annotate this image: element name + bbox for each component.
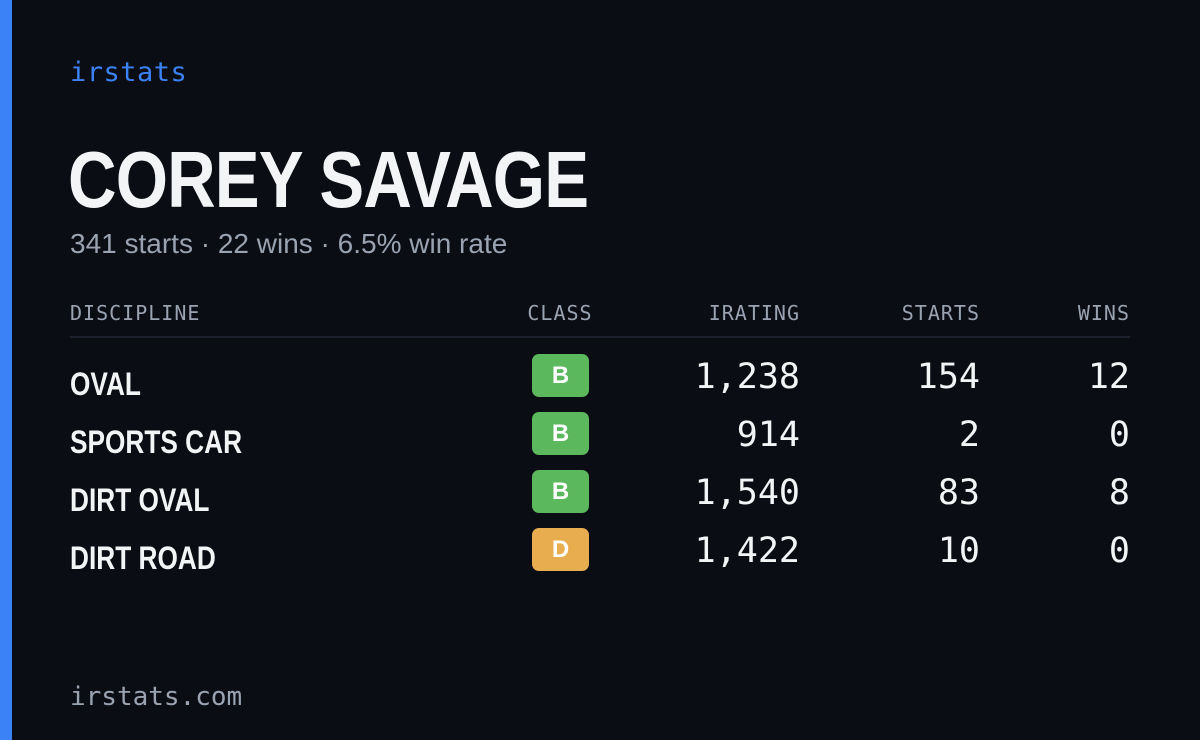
- irating-value: 1,422: [694, 531, 800, 571]
- table-row: DIRT OVAL B 1,540 83 8: [70, 470, 1130, 528]
- class-badge: B: [532, 470, 589, 513]
- footer-url: irstats.com: [70, 682, 243, 712]
- class-badge: B: [532, 354, 589, 397]
- irating-value: 1,238: [694, 357, 800, 397]
- irating-value: 914: [736, 415, 800, 455]
- starts-value: 154: [916, 357, 980, 397]
- class-badge: D: [532, 528, 589, 571]
- table-body: OVAL B 1,238 154 12 SPORTS CAR B 914 2 0…: [70, 354, 1130, 586]
- discipline-name: OVAL: [70, 366, 141, 402]
- brand-logo-text: irstats: [70, 57, 188, 88]
- discipline-name: DIRT OVAL: [70, 482, 210, 518]
- accent-bar: [0, 0, 12, 740]
- header-discipline: DISCIPLINE: [70, 301, 201, 325]
- starts-value: 10: [937, 531, 980, 571]
- discipline-name: DIRT ROAD: [70, 540, 216, 576]
- table-row: OVAL B 1,238 154 12: [70, 354, 1130, 412]
- header-irating: IRATING: [708, 301, 800, 325]
- wins-value: 8: [1108, 473, 1130, 513]
- header-wins: WINS: [1077, 301, 1130, 325]
- starts-value: 83: [937, 473, 980, 513]
- discipline-name: SPORTS CAR: [70, 424, 243, 460]
- wins-value: 12: [1087, 357, 1130, 397]
- player-summary: 341 starts · 22 wins · 6.5% win rate: [70, 228, 508, 259]
- irating-value: 1,540: [694, 473, 800, 513]
- wins-value: 0: [1108, 531, 1130, 571]
- header-starts: STARTS: [901, 301, 980, 325]
- table-row: DIRT ROAD D 1,422 10 0: [70, 528, 1130, 586]
- wins-value: 0: [1108, 415, 1130, 455]
- class-badge: B: [532, 412, 589, 455]
- starts-value: 2: [958, 415, 980, 455]
- table-row: SPORTS CAR B 914 2 0: [70, 412, 1130, 470]
- table-header: DISCIPLINE CLASS IRATING STARTS WINS: [70, 296, 1130, 338]
- header-class: CLASS: [527, 301, 593, 325]
- player-name: COREY SAVAGE: [68, 135, 589, 224]
- stats-table: DISCIPLINE CLASS IRATING STARTS WINS OVA…: [70, 296, 1130, 586]
